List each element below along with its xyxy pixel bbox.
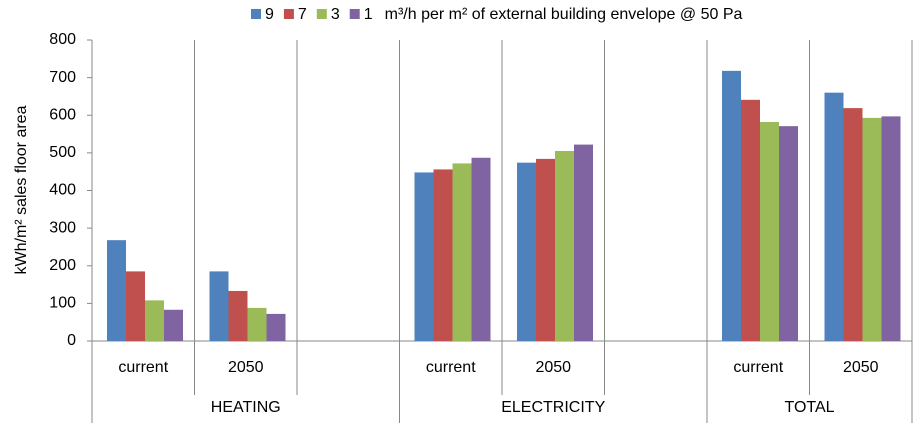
legend-label: 9: [265, 6, 274, 23]
legend-label: 7: [298, 6, 307, 23]
y-tick-label: 0: [67, 332, 76, 349]
x-tick-label: current: [733, 359, 783, 376]
bar: [471, 157, 491, 341]
bar: [862, 117, 882, 341]
legend-label: 1: [364, 6, 373, 23]
group-label: ELECTRICITY: [501, 399, 605, 416]
y-tick-label: 800: [49, 31, 76, 48]
bar: [536, 158, 555, 341]
legend-swatch: [316, 9, 327, 19]
y-axis-label: kWh/m² sales floor area: [13, 105, 30, 274]
group-label: TOTAL: [784, 399, 834, 416]
y-tick-label: 200: [49, 257, 76, 274]
legend-swatch: [251, 9, 261, 19]
bar: [107, 240, 126, 341]
bar: [555, 150, 574, 341]
legend-swatch: [349, 9, 360, 19]
legend-swatch: [283, 9, 294, 19]
bar: [247, 307, 267, 341]
x-tick-label: 2050: [843, 359, 879, 376]
bar: [722, 70, 741, 341]
bar: [266, 313, 286, 341]
bar: [843, 108, 863, 341]
bar: [824, 92, 844, 341]
bar: [414, 172, 434, 341]
y-tick-label: 400: [49, 182, 76, 199]
bar: [779, 126, 798, 341]
y-tick-label: 300: [49, 219, 76, 236]
y-tick-label: 100: [49, 295, 76, 312]
bar: [452, 163, 472, 341]
x-tick-label: current: [426, 359, 476, 376]
bar: [881, 116, 901, 341]
bar: [574, 144, 593, 341]
x-tick-label: 2050: [228, 359, 264, 376]
bar: [209, 271, 229, 341]
bar: [145, 300, 164, 341]
bar: [741, 99, 760, 341]
legend-label: 3: [331, 6, 340, 23]
bar: [164, 309, 183, 341]
y-tick-label: 600: [49, 106, 76, 123]
y-tick-label: 700: [49, 69, 76, 86]
group-label: HEATING: [211, 399, 281, 416]
legend-title: m³/h per m² of external building envelop…: [385, 6, 743, 23]
x-tick-label: current: [118, 359, 168, 376]
bar: [126, 271, 145, 341]
x-tick-label: 2050: [535, 359, 571, 376]
bar: [760, 122, 779, 342]
bar: [228, 290, 248, 341]
bar: [517, 162, 536, 341]
y-tick-label: 500: [49, 144, 76, 161]
bar: [433, 169, 453, 341]
